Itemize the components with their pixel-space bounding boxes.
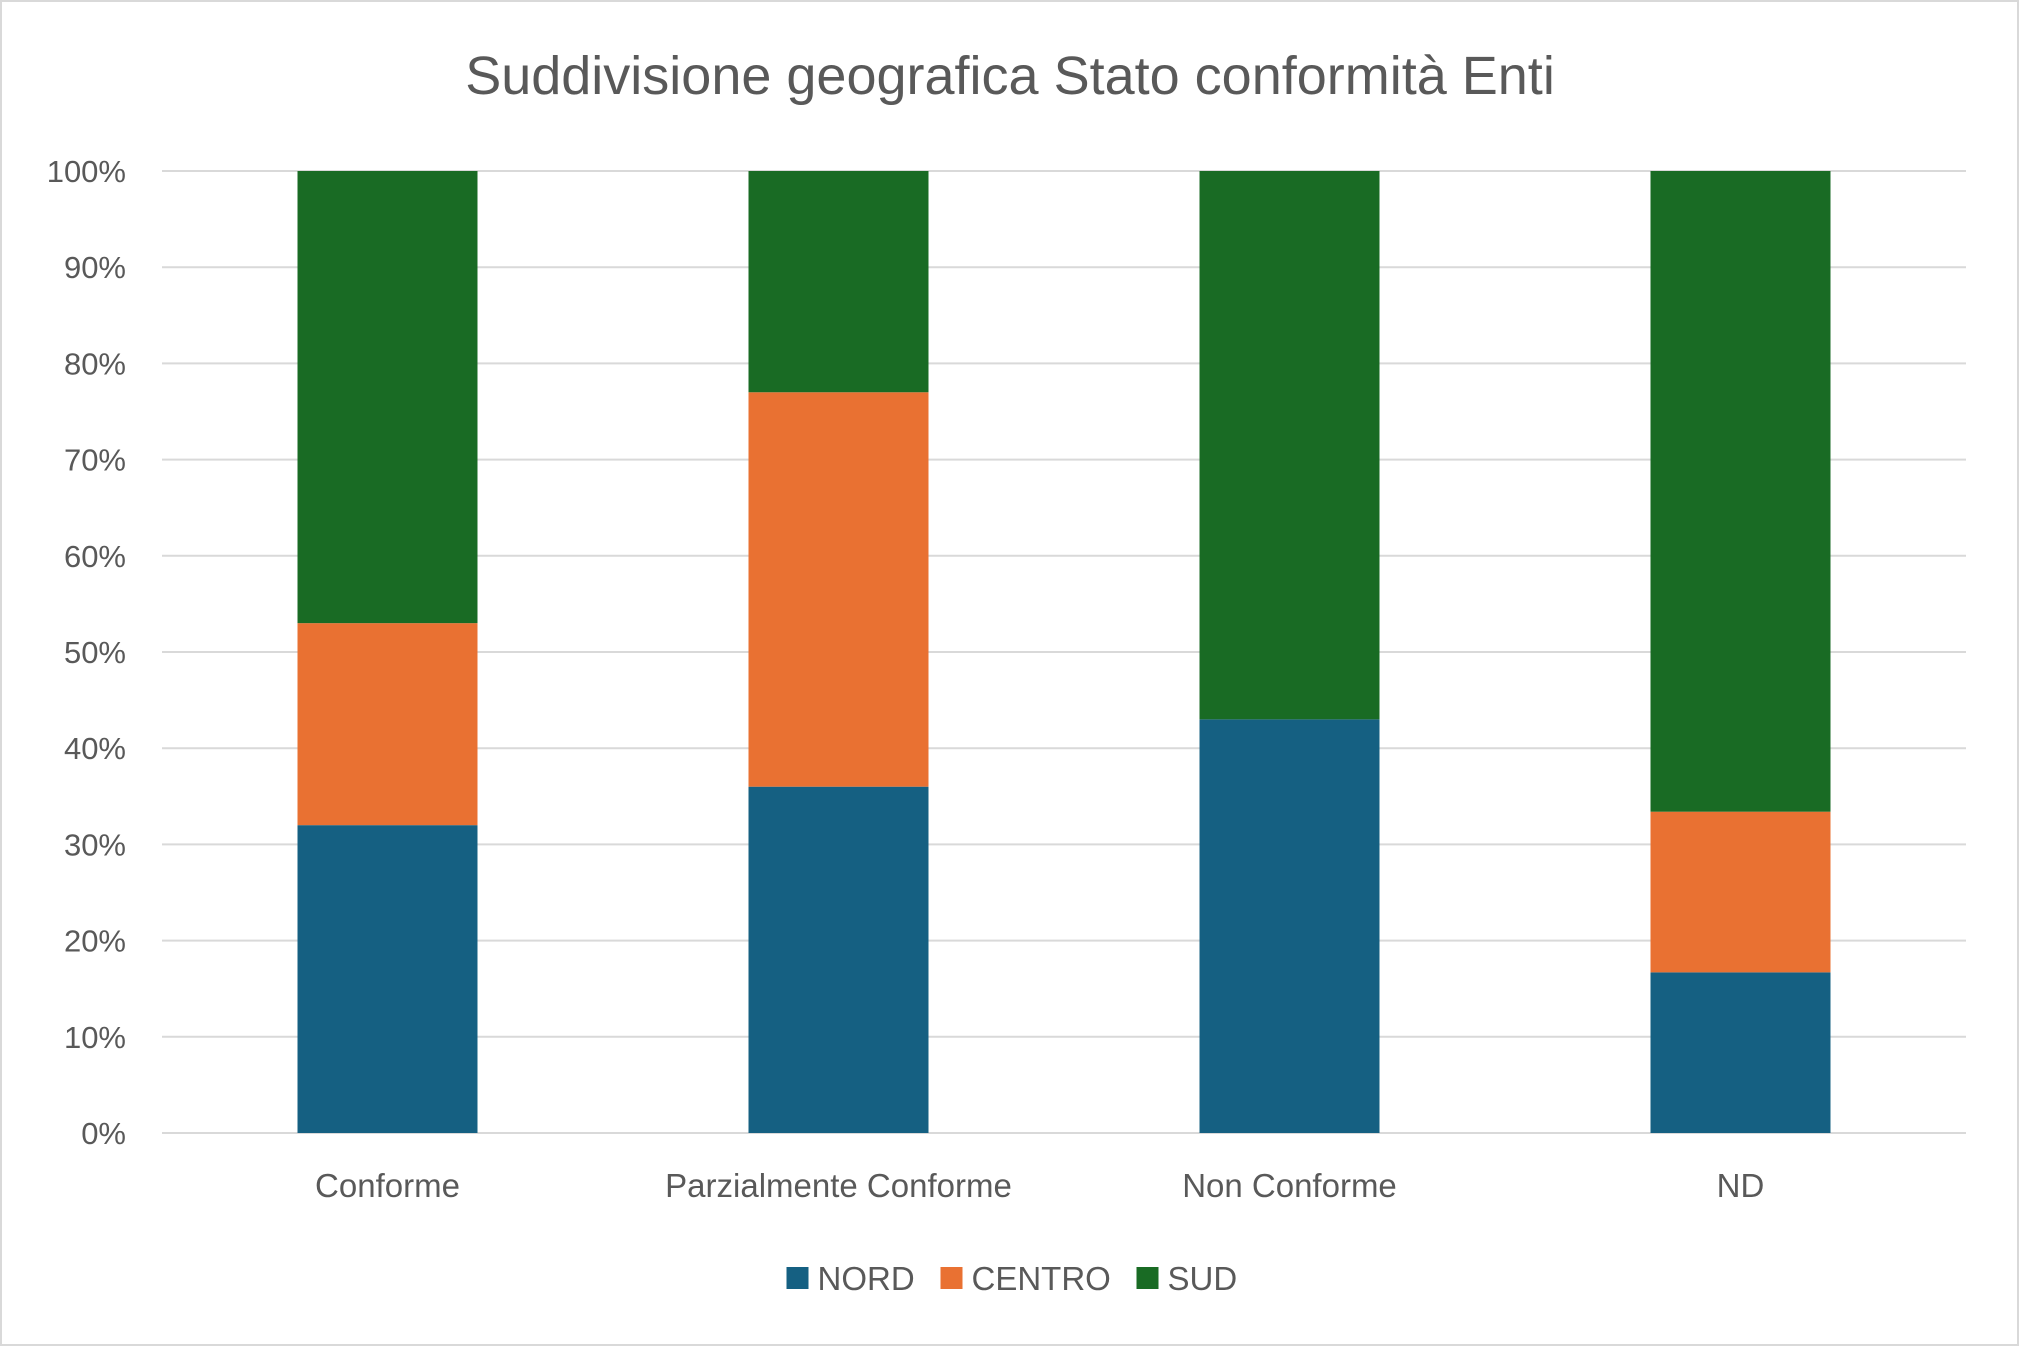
- x-category-label: Conforme: [315, 1167, 460, 1204]
- legend-label-nord: NORD: [818, 1260, 915, 1297]
- y-tick-label: 40%: [64, 731, 126, 766]
- legend-label-sud: SUD: [1168, 1260, 1238, 1297]
- y-tick-label: 70%: [64, 443, 126, 478]
- legend-swatch-centro: [940, 1267, 963, 1289]
- bar-sud-parzialmente-conforme: [748, 171, 929, 393]
- bar-sud-conforme: [297, 171, 478, 624]
- bars: [297, 171, 1831, 1133]
- bar-nord-parzialmente-conforme: [748, 786, 929, 1133]
- y-tick-label: 90%: [64, 250, 126, 285]
- x-category-label: Non Conforme: [1182, 1167, 1397, 1204]
- y-tick-label: 20%: [64, 924, 126, 959]
- y-tick-label: 0%: [81, 1116, 126, 1151]
- chart-title: Suddivisione geografica Stato conformità…: [465, 46, 1555, 106]
- legend-label-centro: CENTRO: [972, 1260, 1111, 1297]
- bar-nord-conforme: [297, 825, 478, 1133]
- x-category-label: ND: [1717, 1167, 1765, 1204]
- y-tick-label: 10%: [64, 1020, 126, 1055]
- legend-swatch-sud: [1136, 1267, 1159, 1289]
- bar-centro-parzialmente-conforme: [748, 392, 929, 787]
- bar-centro-conforme: [297, 623, 478, 826]
- x-category-label: Parzialmente Conforme: [665, 1167, 1012, 1204]
- bar-sud-nd: [1650, 171, 1831, 812]
- legend: NORD CENTRO SUD: [786, 1260, 1238, 1297]
- y-tick-label: 100%: [47, 154, 126, 189]
- x-axis-labels: Conforme Parzialmente Conforme Non Conform…: [315, 1167, 1764, 1204]
- bar-nord-nd: [1650, 972, 1831, 1133]
- legend-swatch-nord: [786, 1267, 809, 1289]
- bar-centro-nd: [1650, 811, 1831, 973]
- y-axis-ticks: 0% 10% 20% 30% 40% 50% 60% 70% 80% 90% 100%: [47, 154, 126, 1151]
- y-tick-label: 50%: [64, 635, 126, 670]
- bar-sud-non-conforme: [1199, 171, 1380, 720]
- y-tick-label: 30%: [64, 827, 126, 862]
- y-tick-label: 60%: [64, 539, 126, 574]
- y-tick-label: 80%: [64, 346, 126, 381]
- bar-nord-non-conforme: [1199, 719, 1380, 1133]
